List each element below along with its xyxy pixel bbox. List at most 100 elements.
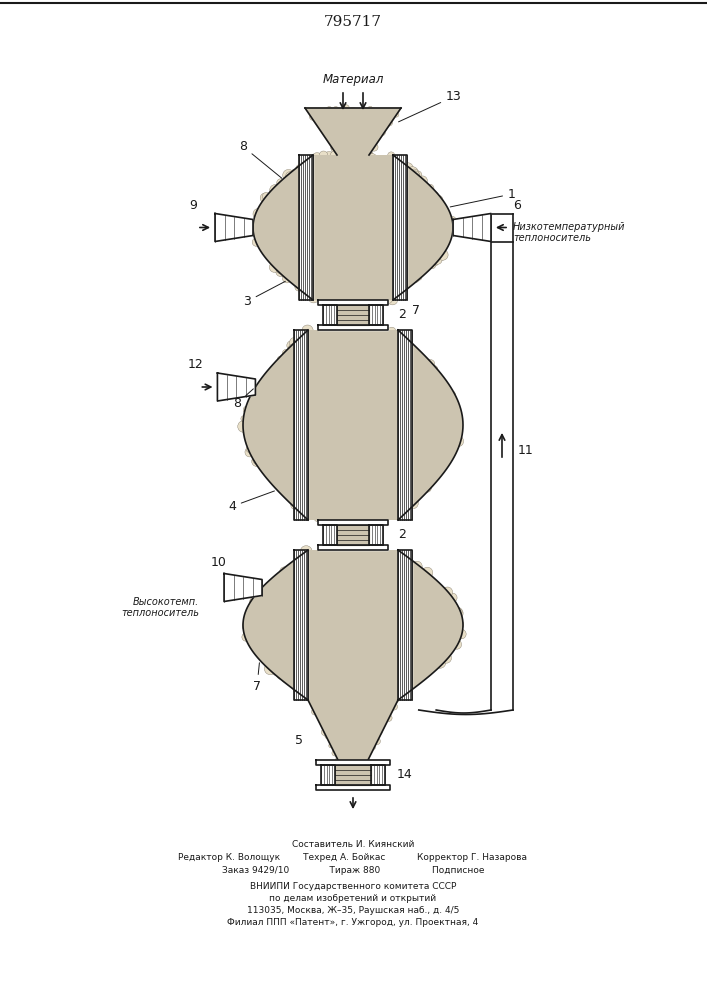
Circle shape: [414, 464, 423, 474]
Circle shape: [297, 660, 307, 670]
Circle shape: [417, 206, 426, 215]
Circle shape: [331, 203, 338, 210]
Circle shape: [409, 244, 421, 256]
Circle shape: [291, 427, 299, 435]
Circle shape: [364, 221, 370, 227]
Circle shape: [387, 268, 395, 277]
Circle shape: [302, 673, 312, 683]
Circle shape: [267, 660, 278, 671]
Circle shape: [423, 600, 432, 610]
Circle shape: [370, 483, 378, 491]
Polygon shape: [308, 700, 398, 760]
Circle shape: [308, 170, 317, 180]
Circle shape: [363, 545, 375, 557]
Circle shape: [309, 188, 318, 197]
Circle shape: [312, 664, 322, 674]
Circle shape: [352, 147, 358, 153]
Circle shape: [292, 188, 298, 194]
Circle shape: [328, 473, 340, 484]
Circle shape: [311, 488, 321, 499]
Circle shape: [325, 113, 332, 119]
Circle shape: [337, 454, 349, 466]
Circle shape: [293, 636, 305, 647]
Circle shape: [296, 179, 304, 187]
Circle shape: [298, 363, 305, 371]
Polygon shape: [243, 330, 463, 520]
Circle shape: [317, 583, 329, 595]
Circle shape: [437, 390, 445, 398]
Circle shape: [341, 732, 348, 738]
Circle shape: [280, 567, 289, 577]
Circle shape: [387, 280, 393, 286]
Circle shape: [408, 254, 417, 263]
Circle shape: [407, 674, 418, 686]
Circle shape: [430, 471, 439, 480]
Circle shape: [300, 631, 309, 640]
Circle shape: [334, 179, 343, 187]
Circle shape: [310, 113, 317, 120]
Circle shape: [350, 229, 359, 239]
Circle shape: [300, 647, 312, 658]
Circle shape: [317, 383, 325, 390]
Circle shape: [287, 341, 296, 350]
Circle shape: [405, 271, 413, 279]
Circle shape: [403, 222, 409, 228]
Circle shape: [326, 107, 332, 113]
Circle shape: [284, 398, 292, 406]
Circle shape: [336, 179, 344, 187]
Circle shape: [385, 586, 397, 598]
Polygon shape: [335, 765, 371, 785]
Circle shape: [330, 413, 340, 422]
Text: 4: 4: [228, 491, 274, 513]
Circle shape: [412, 576, 419, 583]
Circle shape: [333, 489, 341, 498]
Circle shape: [418, 176, 428, 186]
Circle shape: [293, 443, 300, 450]
Circle shape: [314, 162, 323, 172]
Circle shape: [414, 354, 424, 364]
Circle shape: [385, 504, 393, 513]
Circle shape: [382, 230, 392, 240]
Circle shape: [281, 440, 293, 452]
Circle shape: [247, 623, 257, 634]
Circle shape: [321, 712, 327, 719]
Circle shape: [357, 364, 363, 370]
Circle shape: [350, 503, 358, 512]
Circle shape: [329, 547, 341, 558]
Circle shape: [364, 564, 371, 571]
Circle shape: [391, 626, 401, 637]
Circle shape: [315, 260, 322, 267]
Circle shape: [414, 607, 424, 617]
Circle shape: [363, 159, 372, 168]
Circle shape: [312, 207, 322, 217]
Circle shape: [264, 645, 274, 656]
Circle shape: [283, 394, 292, 403]
Circle shape: [439, 588, 449, 597]
Circle shape: [317, 209, 327, 218]
Circle shape: [286, 670, 296, 680]
Circle shape: [345, 441, 352, 448]
Circle shape: [330, 481, 339, 490]
Circle shape: [350, 180, 360, 190]
Circle shape: [358, 422, 366, 430]
Circle shape: [279, 365, 290, 375]
Circle shape: [349, 197, 359, 208]
Circle shape: [389, 660, 399, 670]
Circle shape: [343, 246, 350, 254]
Circle shape: [358, 586, 364, 592]
Circle shape: [363, 482, 370, 489]
Circle shape: [277, 591, 287, 600]
Circle shape: [379, 392, 385, 398]
Circle shape: [363, 115, 370, 122]
Circle shape: [436, 613, 443, 621]
Circle shape: [292, 621, 298, 628]
Circle shape: [415, 478, 423, 487]
Circle shape: [413, 611, 422, 621]
Circle shape: [325, 553, 336, 565]
Circle shape: [316, 569, 325, 578]
Circle shape: [350, 365, 361, 376]
Circle shape: [332, 750, 338, 756]
Circle shape: [283, 376, 293, 387]
Circle shape: [346, 209, 355, 218]
Circle shape: [426, 364, 436, 374]
